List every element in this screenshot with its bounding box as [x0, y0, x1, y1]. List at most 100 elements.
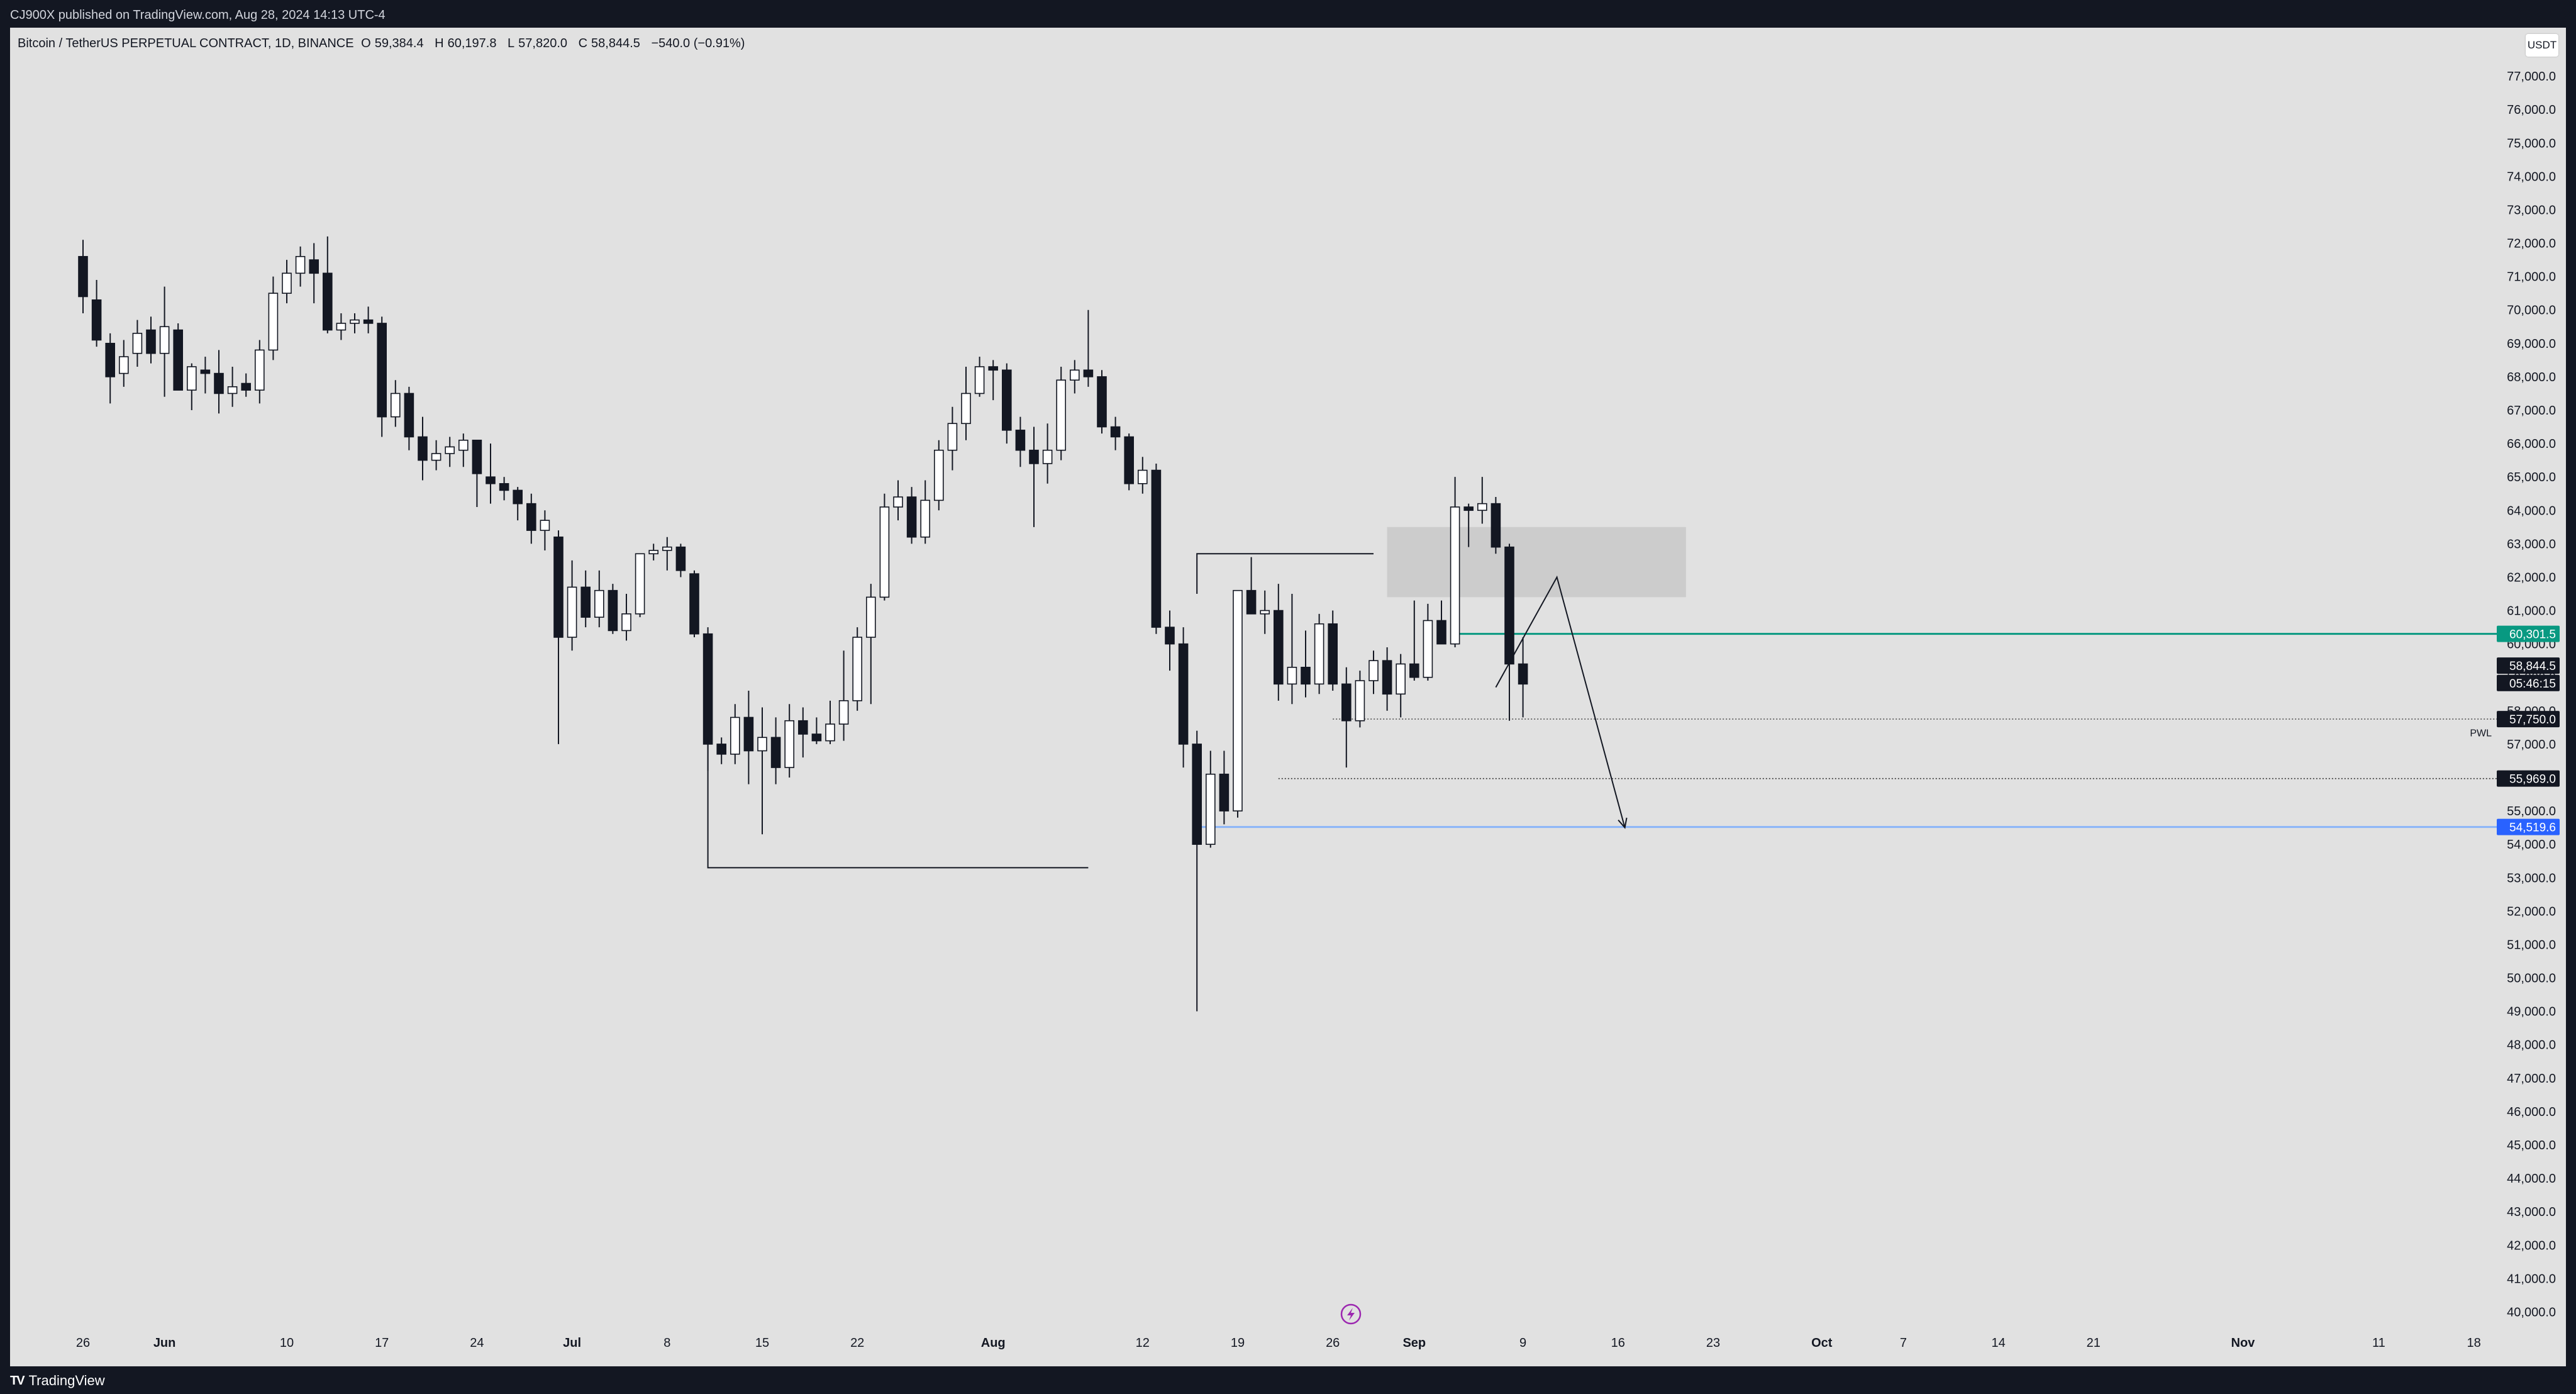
candle-body-up — [1287, 666, 1297, 685]
candle-body-down — [716, 744, 726, 755]
candle-body-down — [1518, 663, 1528, 685]
candle-body-down — [906, 496, 917, 538]
candle — [988, 360, 998, 401]
candle — [893, 480, 903, 521]
price-tag-bg — [2497, 711, 2560, 728]
candle — [499, 477, 509, 501]
candle-body-down — [1436, 620, 1446, 645]
candle — [200, 357, 211, 394]
candle — [567, 560, 577, 651]
candle-body-down — [513, 489, 523, 505]
time-tick-label: Aug — [981, 1336, 1006, 1350]
candle — [159, 286, 170, 397]
low-level-tag: 55,969.0 — [2497, 770, 2560, 787]
candle — [934, 440, 944, 511]
ohlc-low: L 57,820.0 — [508, 36, 571, 50]
candle — [1382, 647, 1392, 711]
price-tag-bg — [2497, 770, 2560, 787]
time-tick-label: 9 — [1519, 1336, 1526, 1350]
lightning-icon — [1347, 1308, 1355, 1320]
candle-body-down — [1409, 663, 1419, 678]
candle — [295, 246, 306, 287]
candle-body-down — [988, 366, 998, 371]
candle-body-down — [1002, 369, 1012, 431]
currency-button[interactable]: USDT — [2526, 34, 2558, 57]
candle — [1178, 627, 1189, 768]
teal-level-tag: 60,301.5 — [2497, 625, 2560, 642]
candle — [431, 440, 441, 471]
price-chart[interactable]: PWL 40,000.0 41,000.0 42,000.0 43,000.0 44,0… — [10, 28, 2566, 1366]
price-tick-label: 68,000.0 — [2507, 371, 2556, 384]
price-tick-label: 47,000.0 — [2507, 1072, 2556, 1086]
candle — [553, 530, 564, 744]
candle-body-up — [295, 255, 306, 274]
price-tick-label: 49,000.0 — [2507, 1005, 2556, 1019]
time-tick-label: 12 — [1136, 1336, 1150, 1350]
candle-body-down — [1491, 503, 1501, 548]
candle — [1491, 497, 1501, 554]
candle-body-up — [458, 439, 469, 451]
candle — [961, 366, 971, 440]
candle-body-down — [377, 323, 387, 418]
candle-body-up — [1138, 469, 1148, 484]
candle — [241, 373, 252, 397]
symbol-title[interactable]: Bitcoin / TetherUS PERPETUAL CONTRACT, 1… — [18, 36, 354, 50]
pwl-price-tag: 57,750.0 — [2497, 711, 2560, 728]
candle-body-up — [621, 613, 631, 632]
price-tick-label: 75,000.0 — [2507, 137, 2556, 150]
price-tag-bg — [2497, 657, 2560, 674]
candle-body-down — [418, 436, 428, 461]
event-icon[interactable] — [1340, 1303, 1362, 1325]
candle-body-up — [268, 293, 279, 351]
tradingview-logo[interactable]: TV TradingView — [10, 1373, 105, 1389]
candles-layer — [78, 236, 1528, 1012]
price-tag-text: 54,519.6 — [2509, 822, 2556, 835]
candle-body-up — [186, 366, 197, 391]
candle — [1463, 503, 1474, 547]
time-tick-label: 26 — [76, 1336, 90, 1350]
candle — [689, 570, 699, 638]
candle-body-down — [1178, 643, 1189, 745]
candle-body-down — [1341, 683, 1352, 722]
time-tick-label: Oct — [1811, 1336, 1833, 1350]
low-value: 57,820.0 — [518, 36, 567, 50]
chart-panel[interactable]: PWL 40,000.0 41,000.0 42,000.0 43,000.0 44,0… — [10, 28, 2566, 1366]
time-tick-label: 18 — [2467, 1336, 2480, 1350]
candle-body-down — [499, 482, 509, 491]
candle-body-up — [390, 393, 401, 418]
price-tick-label: 48,000.0 — [2507, 1039, 2556, 1052]
price-tick-label: 44,000.0 — [2507, 1172, 2556, 1186]
symbol-legend[interactable]: Bitcoin / TetherUS PERPETUAL CONTRACT, 1… — [18, 36, 748, 51]
candle — [1192, 730, 1202, 1012]
candle — [377, 316, 387, 437]
price-tick-label: 74,000.0 — [2507, 170, 2556, 184]
candle — [418, 416, 428, 481]
candle — [336, 313, 347, 340]
candle-body-up — [974, 366, 985, 394]
price-axis[interactable]: 40,000.0 41,000.0 42,000.0 43,000.0 44,000.0… — [2507, 70, 2556, 1319]
time-axis[interactable]: 26 Jun 10 17 24 Jul 8 15 22 Aug 12 19 26 Sep 9 16 23 Oct 7… — [76, 1336, 2481, 1350]
candle-body-up — [1070, 369, 1080, 381]
price-tag-text: 55,969.0 — [2509, 773, 2556, 786]
candle-body-down — [173, 329, 184, 391]
supply-zone — [1387, 527, 1686, 598]
candle — [186, 363, 197, 410]
price-tick-label: 65,000.0 — [2507, 471, 2556, 484]
price-tick-label: 61,000.0 — [2507, 605, 2556, 618]
candle — [1477, 477, 1487, 524]
candle — [132, 320, 143, 367]
candle-body-up — [934, 449, 944, 501]
candle-body-up — [893, 496, 903, 508]
candle-body-up — [132, 333, 143, 354]
jul-low-bracket — [707, 737, 1089, 869]
candle-body-down — [811, 733, 822, 742]
candle — [1409, 600, 1419, 681]
time-tick-label: 16 — [1611, 1336, 1625, 1350]
candle-body-down — [1029, 449, 1039, 464]
candle-body-up — [757, 737, 767, 752]
candle — [798, 707, 808, 758]
candle-body-up — [1233, 589, 1243, 811]
price-tick-label: 53,000.0 — [2507, 871, 2556, 885]
price-tick-label: 67,000.0 — [2507, 404, 2556, 418]
drawings-front-layer: PWL — [707, 553, 2492, 869]
